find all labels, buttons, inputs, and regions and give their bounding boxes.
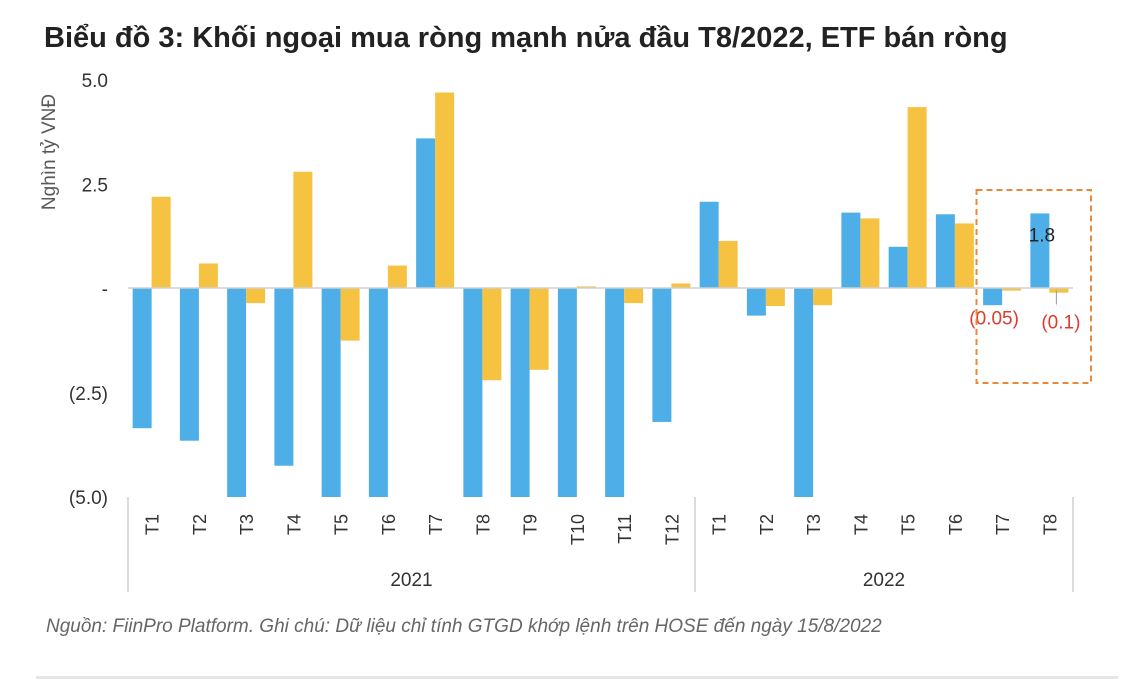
x-tick-label: T7: [993, 514, 1013, 535]
x-tick-label: T4: [851, 514, 871, 535]
x-tick-label: T12: [662, 514, 682, 545]
bar-series-2: [813, 288, 833, 306]
x-axis: T1 T2 T3 T4 T5 T6 T7 T8 T9 T10 T11 T12 T1 T2 T3 T4 T5 T6 T…: [127, 497, 1074, 592]
data-label: (0.05): [969, 309, 1019, 330]
y-tick-label: 2.5: [82, 175, 108, 196]
bar-series: [132, 92, 1069, 497]
y-axis-ticks: 5.0 2.5 - (2.5) (5.0): [69, 71, 108, 509]
x-tick-label: T1: [143, 514, 163, 535]
bar-series-1: [416, 138, 436, 289]
bar-series-1: [605, 288, 625, 497]
bar-series-2: [293, 171, 313, 289]
x-tick-label: T4: [284, 514, 304, 535]
y-tick-label: (2.5): [69, 384, 108, 405]
x-group-label: 2021: [390, 570, 432, 591]
x-tick-label: T8: [473, 514, 493, 535]
bar-series-2: [529, 288, 549, 370]
footer-divider: [36, 676, 1118, 679]
bar-series-2: [340, 288, 360, 341]
bar-series-2: [718, 240, 738, 289]
x-tick-label: T3: [237, 514, 257, 535]
bar-series-1: [368, 288, 388, 497]
bar-series-2: [151, 196, 171, 289]
highlight-box: [975, 189, 1092, 384]
bar-series-2: [860, 218, 880, 289]
bar-chart: Nghìn tỷ VNĐ 5.02.5-(2.5)(5.0) T1 T2 T3 T4 T…: [39, 71, 1092, 592]
x-tick-label: T9: [521, 514, 541, 535]
bar-series-2: [624, 288, 644, 304]
bar-series-1: [746, 288, 766, 316]
bar-series-2: [435, 92, 455, 289]
bar-series-1: [888, 246, 908, 289]
x-group-label: 2022: [863, 570, 905, 591]
data-labels: 1.8 (0.05) (0.1): [969, 225, 1080, 333]
data-label: (0.1): [1041, 313, 1080, 334]
x-tick-label: T10: [568, 514, 588, 545]
bar-series-1: [935, 214, 955, 289]
bar-series-1: [321, 288, 341, 497]
data-label: 1.8: [1029, 225, 1055, 246]
bar-series-2: [671, 283, 691, 289]
bar-series-1: [179, 288, 199, 441]
bar-series-1: [274, 288, 294, 466]
y-axis-label: Nghìn tỷ VNĐ: [39, 94, 60, 210]
x-tick-label: T8: [1040, 514, 1060, 535]
bar-series-1: [227, 288, 247, 497]
bar-series-2: [198, 263, 218, 289]
bar-series-1: [652, 288, 672, 422]
x-tick-label: T3: [804, 514, 824, 535]
x-tick-label: T7: [426, 514, 446, 535]
bar-series-2: [954, 223, 974, 289]
bar-series-1: [841, 212, 861, 289]
bar-series-1: [1030, 213, 1050, 289]
x-tick-label: T6: [946, 514, 966, 535]
y-tick-label: (5.0): [69, 488, 108, 509]
source-note: Nguồn: FiinPro Platform. Ghi chú: Dữ liệ…: [46, 616, 882, 637]
y-tick-label: -: [102, 280, 108, 301]
bar-series-1: [132, 288, 152, 429]
x-tick-label: T5: [332, 514, 352, 535]
bar-series-1: [510, 288, 530, 497]
bar-series-2: [1049, 288, 1069, 293]
bar-series-2: [246, 288, 266, 304]
bar-series-2: [1002, 288, 1022, 291]
x-tick-label: T2: [757, 514, 777, 535]
bar-series-1: [699, 201, 719, 289]
chart-title: Biểu đồ 3: Khối ngoại mua ròng mạnh nửa …: [44, 22, 1008, 54]
bar-series-1: [557, 288, 577, 497]
bar-series-1: [463, 288, 483, 497]
bar-series-2: [765, 288, 785, 307]
x-tick-label: T2: [190, 514, 210, 535]
bar-series-1: [794, 288, 814, 497]
y-tick-label: 5.0: [82, 71, 108, 92]
bar-series-2: [482, 288, 502, 381]
bar-series-2: [907, 107, 927, 289]
x-tick-label: T1: [710, 514, 730, 535]
x-tick-label: T5: [899, 514, 919, 535]
x-tick-label: T11: [615, 514, 635, 544]
bar-series-2: [387, 265, 407, 289]
x-tick-label: T6: [379, 514, 399, 535]
bar-series-1: [983, 288, 1003, 306]
